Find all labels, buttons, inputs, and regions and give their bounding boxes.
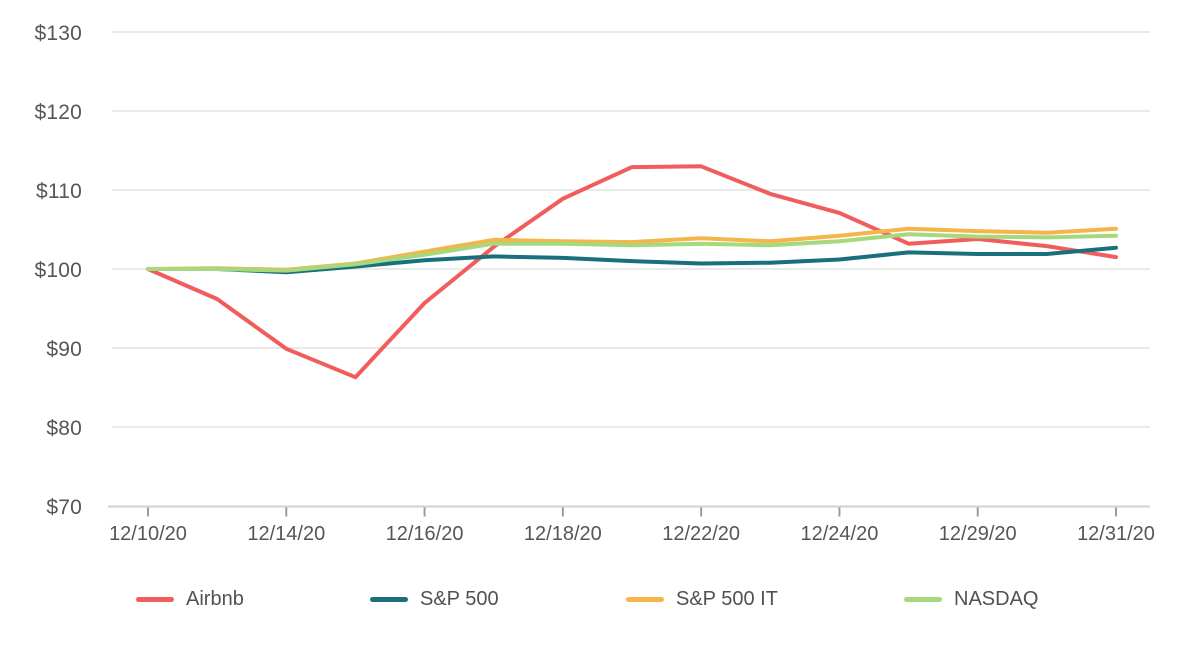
x-axis-label: 12/24/20 xyxy=(800,523,879,545)
legend-item-sp-500-it[interactable]: S&P 500 IT xyxy=(626,585,778,613)
x-axis-label: 12/16/20 xyxy=(385,523,464,545)
legend-item-airbnb[interactable]: Airbnb xyxy=(136,585,244,613)
legend-swatch-sp-500 xyxy=(370,596,408,602)
y-axis-label: $70 xyxy=(46,496,82,519)
x-axis-label: 12/10/20 xyxy=(109,523,187,545)
x-axis-label: 12/22/20 xyxy=(662,523,741,545)
legend-swatch-sp-500-it xyxy=(626,596,664,602)
series-line-airbnb xyxy=(146,164,1118,380)
y-axis-label: $120 xyxy=(34,101,82,124)
legend-swatch-airbnb xyxy=(136,596,174,602)
y-axis-label: $110 xyxy=(36,180,82,203)
series-line-nasdaq xyxy=(146,232,1118,273)
legend-item-sp-500[interactable]: S&P 500 xyxy=(370,585,499,613)
y-axis-label: $90 xyxy=(46,338,82,361)
x-axis-label: 12/18/20 xyxy=(523,523,602,545)
y-axis-label: $100 xyxy=(34,259,82,282)
y-axis-label: $130 xyxy=(34,22,82,45)
legend-swatch-nasdaq xyxy=(904,596,942,602)
x-axis-label: 12/29/20 xyxy=(938,523,1017,545)
legend-label: Airbnb xyxy=(186,587,244,610)
y-axis-label: $80 xyxy=(46,417,82,440)
x-axis-label: 12/31/20 xyxy=(1077,523,1155,545)
legend-label: S&P 500 xyxy=(420,587,499,610)
legend-label: S&P 500 IT xyxy=(676,587,778,610)
legend-item-nasdaq[interactable]: NASDAQ xyxy=(904,585,1038,613)
legend-label: NASDAQ xyxy=(954,587,1039,610)
x-axis-label: 12/14/20 xyxy=(247,523,326,545)
